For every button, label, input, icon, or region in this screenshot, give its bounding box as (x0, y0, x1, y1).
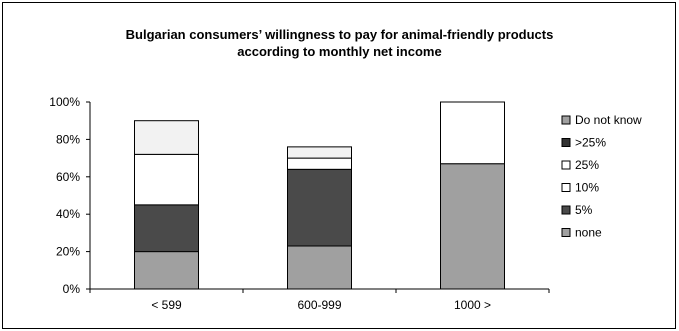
y-tick-label: 80% (56, 132, 80, 146)
legend: Do not know >25% 25% 10% 5% none (561, 113, 642, 240)
legend-label: 10% (575, 181, 599, 195)
legend-swatch (561, 115, 571, 125)
chart-title-line-1: Bulgarian consumers’ willingness to pay … (125, 27, 554, 42)
legend-swatch (561, 205, 571, 215)
bar-segment (134, 153, 199, 206)
chart-title-line-2: according to monthly net income (237, 44, 442, 59)
bar-segment (287, 146, 352, 159)
y-tick-label: 20% (56, 245, 80, 259)
bar-segment (440, 101, 505, 165)
y-tick-label: 60% (56, 170, 80, 184)
y-tick-label: 40% (56, 207, 80, 221)
bar-segment (134, 251, 199, 290)
legend-label: none (575, 226, 602, 240)
legend-swatch (561, 228, 571, 237)
plot-area: 0% 20% 40% 60% 80% 100% < 599 600-999 1000 > (49, 95, 550, 312)
legend-label: 25% (575, 158, 599, 172)
legend-label: Do not know (575, 113, 642, 127)
y-tick-label: 0% (63, 282, 81, 296)
bar-segment (134, 204, 199, 253)
legend-swatch (561, 183, 571, 192)
bar-segment (287, 168, 352, 247)
bar-segment (287, 245, 352, 290)
chart-title: Bulgarian consumers’ willingness to pay … (0, 26, 679, 60)
legend-label: >25% (575, 136, 606, 150)
legend-swatch (561, 160, 571, 170)
bar-segment (134, 120, 199, 155)
x-tick-label: 600-999 (297, 298, 341, 312)
bar-segment (287, 157, 352, 170)
x-tick-label: < 599 (151, 298, 182, 312)
legend-label: 5% (575, 203, 593, 217)
y-tick-label: 100% (49, 95, 80, 109)
bar-segment (440, 163, 505, 290)
legend-swatch (561, 138, 571, 147)
x-tick-label: 1000 > (454, 298, 491, 312)
